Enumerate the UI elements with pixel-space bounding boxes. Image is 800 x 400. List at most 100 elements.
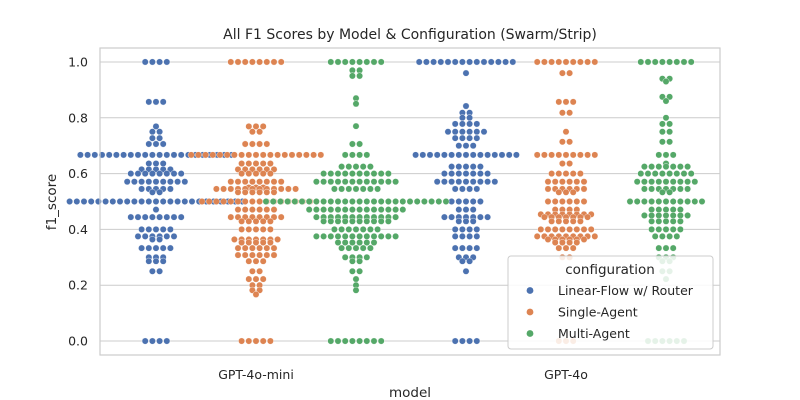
data-point xyxy=(580,226,588,233)
data-point xyxy=(152,257,160,265)
data-point xyxy=(277,178,285,186)
data-point xyxy=(458,134,466,142)
data-point xyxy=(562,244,570,252)
data-point xyxy=(148,58,156,66)
data-point xyxy=(566,69,573,77)
data-point xyxy=(166,244,174,252)
data-point xyxy=(584,151,591,159)
data-point xyxy=(633,198,641,205)
data-point xyxy=(348,72,356,80)
data-point xyxy=(130,198,138,205)
data-point xyxy=(541,151,548,159)
data-point xyxy=(245,239,253,246)
data-points xyxy=(66,58,706,345)
data-point xyxy=(256,128,263,136)
data-point xyxy=(591,232,599,240)
data-point xyxy=(473,232,481,240)
data-point xyxy=(170,213,178,221)
data-point xyxy=(327,198,335,205)
data-point xyxy=(451,58,459,66)
data-point xyxy=(356,72,363,80)
data-point xyxy=(334,232,342,240)
data-point xyxy=(562,128,570,136)
data-point xyxy=(95,198,102,205)
data-point xyxy=(669,198,677,205)
data-point xyxy=(230,236,238,243)
data-point xyxy=(370,206,378,213)
data-point xyxy=(252,257,260,265)
data-point xyxy=(241,178,249,186)
data-point xyxy=(662,163,670,171)
data-point xyxy=(317,151,325,159)
data-point xyxy=(466,120,473,128)
data-point xyxy=(469,178,477,186)
data-point xyxy=(348,178,356,186)
data-point xyxy=(152,226,160,233)
data-point xyxy=(338,244,345,252)
data-point xyxy=(341,198,349,205)
data-point xyxy=(462,163,470,171)
data-point xyxy=(374,226,381,233)
data-point xyxy=(259,257,267,265)
data-point xyxy=(238,337,246,345)
data-point xyxy=(245,275,253,283)
data-point xyxy=(356,198,363,205)
data-point xyxy=(148,128,156,136)
data-point xyxy=(252,226,260,233)
data-point xyxy=(141,232,149,240)
data-point xyxy=(444,58,452,66)
data-point xyxy=(156,134,164,142)
data-point xyxy=(363,253,371,261)
data-point xyxy=(363,198,371,205)
data-point xyxy=(458,244,466,252)
data-point xyxy=(348,151,356,159)
data-point xyxy=(277,185,285,193)
data-point xyxy=(259,275,267,283)
data-point xyxy=(298,198,306,205)
data-point xyxy=(384,232,392,240)
data-point xyxy=(320,232,327,240)
data-point xyxy=(141,151,149,159)
legend-title: configuration xyxy=(565,262,655,278)
data-point xyxy=(141,170,149,177)
data-point xyxy=(669,226,677,233)
data-point xyxy=(148,337,156,345)
data-point xyxy=(159,244,167,252)
data-point xyxy=(241,140,249,148)
data-point xyxy=(440,170,448,177)
data-point xyxy=(266,239,274,246)
data-point xyxy=(577,170,584,177)
data-point xyxy=(220,198,228,205)
data-point xyxy=(159,198,167,205)
data-point xyxy=(187,151,195,159)
data-point xyxy=(648,185,655,193)
data-point xyxy=(238,217,246,225)
data-point xyxy=(352,163,360,171)
data-point xyxy=(113,151,120,159)
data-point xyxy=(466,134,473,142)
data-point xyxy=(270,244,278,252)
data-point xyxy=(174,178,182,186)
data-point xyxy=(156,236,164,243)
legend-entries: Linear-Flow w/ Router Single-Agent Multi-A… xyxy=(526,283,694,341)
data-point xyxy=(651,170,659,177)
data-point xyxy=(455,198,463,205)
data-point xyxy=(473,226,481,233)
data-point xyxy=(466,114,473,122)
data-point xyxy=(555,58,563,66)
data-point xyxy=(648,206,655,213)
data-point xyxy=(320,206,327,213)
data-point xyxy=(320,198,327,205)
data-point xyxy=(345,226,353,233)
data-point xyxy=(555,170,563,177)
data-point xyxy=(569,170,577,177)
data-point xyxy=(295,151,303,159)
data-point xyxy=(469,151,477,159)
data-point xyxy=(356,217,363,225)
data-point xyxy=(148,170,156,177)
data-point xyxy=(170,170,178,177)
data-point xyxy=(473,58,481,66)
data-point xyxy=(327,58,335,66)
data-point xyxy=(102,198,110,205)
data-point xyxy=(569,58,577,66)
